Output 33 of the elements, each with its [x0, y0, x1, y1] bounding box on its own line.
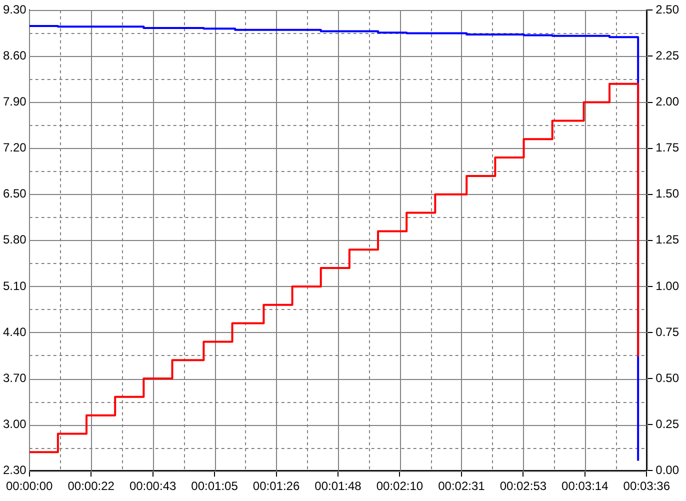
- y-tick-label: 8.60: [2, 48, 27, 63]
- x-tick-label: 00:01:26: [252, 479, 300, 494]
- y2-tick-label: 2.50: [656, 2, 680, 17]
- y2-tick-label: 1.75: [656, 140, 680, 155]
- x-tick-label: 00:02:53: [500, 479, 547, 494]
- y-tick-label: 3.70: [2, 370, 27, 385]
- y2-tick-label: 0.50: [656, 370, 680, 385]
- y-tick-label: 3.00: [2, 416, 27, 431]
- y2-tick-label: 0.75: [656, 324, 680, 339]
- x-tick-label: 00:02:10: [376, 479, 424, 494]
- y2-tick-label: 1.00: [656, 278, 680, 293]
- y2-tick-label: 1.50: [656, 186, 680, 201]
- y-tick-label: 5.10: [2, 278, 27, 293]
- y2-tick-label: 0.00: [656, 462, 680, 477]
- x-tick-label: 00:00:43: [129, 479, 176, 494]
- x-tick-label: 00:03:14: [562, 479, 609, 494]
- y2-tick-label: 2.25: [656, 48, 680, 63]
- y-tick-label: 7.20: [2, 140, 27, 155]
- y-tick-label: 5.80: [2, 232, 27, 247]
- y-tick-label: 6.50: [2, 186, 27, 201]
- x-tick-label: 00:03:36: [623, 479, 670, 494]
- y-tick-label: 2.30: [2, 462, 27, 477]
- x-tick-label: 00:00:22: [68, 479, 115, 494]
- x-tick-label: 00:00:00: [6, 479, 54, 494]
- y-tick-label: 9.30: [2, 2, 27, 17]
- x-tick-label: 00:01:05: [191, 479, 238, 494]
- y-tick-label: 4.40: [2, 324, 27, 339]
- y-tick-label: 7.90: [2, 94, 27, 109]
- y2-tick-label: 0.25: [656, 416, 680, 431]
- y2-tick-label: 1.25: [656, 232, 680, 247]
- x-tick-label: 00:01:48: [314, 479, 362, 494]
- x-tick-label: 00:02:31: [438, 479, 486, 494]
- y2-tick-label: 2.00: [656, 94, 680, 109]
